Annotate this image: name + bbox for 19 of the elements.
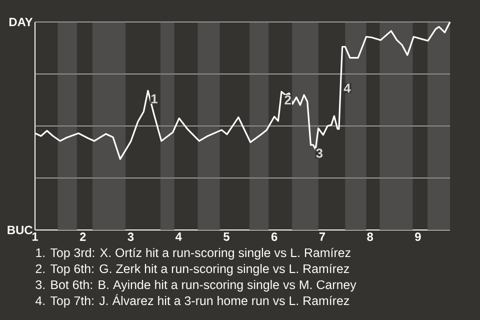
- annotation: 4: [344, 84, 351, 93]
- annotation: 1: [151, 94, 158, 104]
- x-tick-label: 2: [80, 232, 86, 241]
- text: 1. Top 3rd: X. Ortíz hit a run-scoring single vs L. Ramírez: [36, 248, 350, 260]
- text: BUC: [8, 226, 32, 234]
- text: DAY: [9, 18, 33, 26]
- text: 3. Bot 6th: B. Ayinde hit a run-scoring single vs M. Carney: [36, 280, 356, 292]
- annotation: 3: [316, 148, 323, 158]
- x-tick-label: 6: [271, 232, 278, 241]
- x-tick-label: 1: [32, 232, 38, 241]
- text: 4. Top 7th: J. Álvarez hit a 3-run home run vs L. Ramírez: [35, 294, 350, 308]
- x-tick-label: 7: [319, 232, 326, 241]
- x-tick-label: 4: [175, 232, 182, 241]
- x-tick-label: 3: [128, 232, 134, 242]
- x-tick-label: 9: [415, 232, 421, 241]
- x-tick-label: 5: [224, 232, 230, 241]
- text: 2. Top 6th: G. Zerk hit a run-scoring single vs L. Ramírez: [36, 264, 350, 276]
- x-tick-label: 8: [367, 232, 374, 241]
- annotation: 2: [284, 95, 291, 104]
